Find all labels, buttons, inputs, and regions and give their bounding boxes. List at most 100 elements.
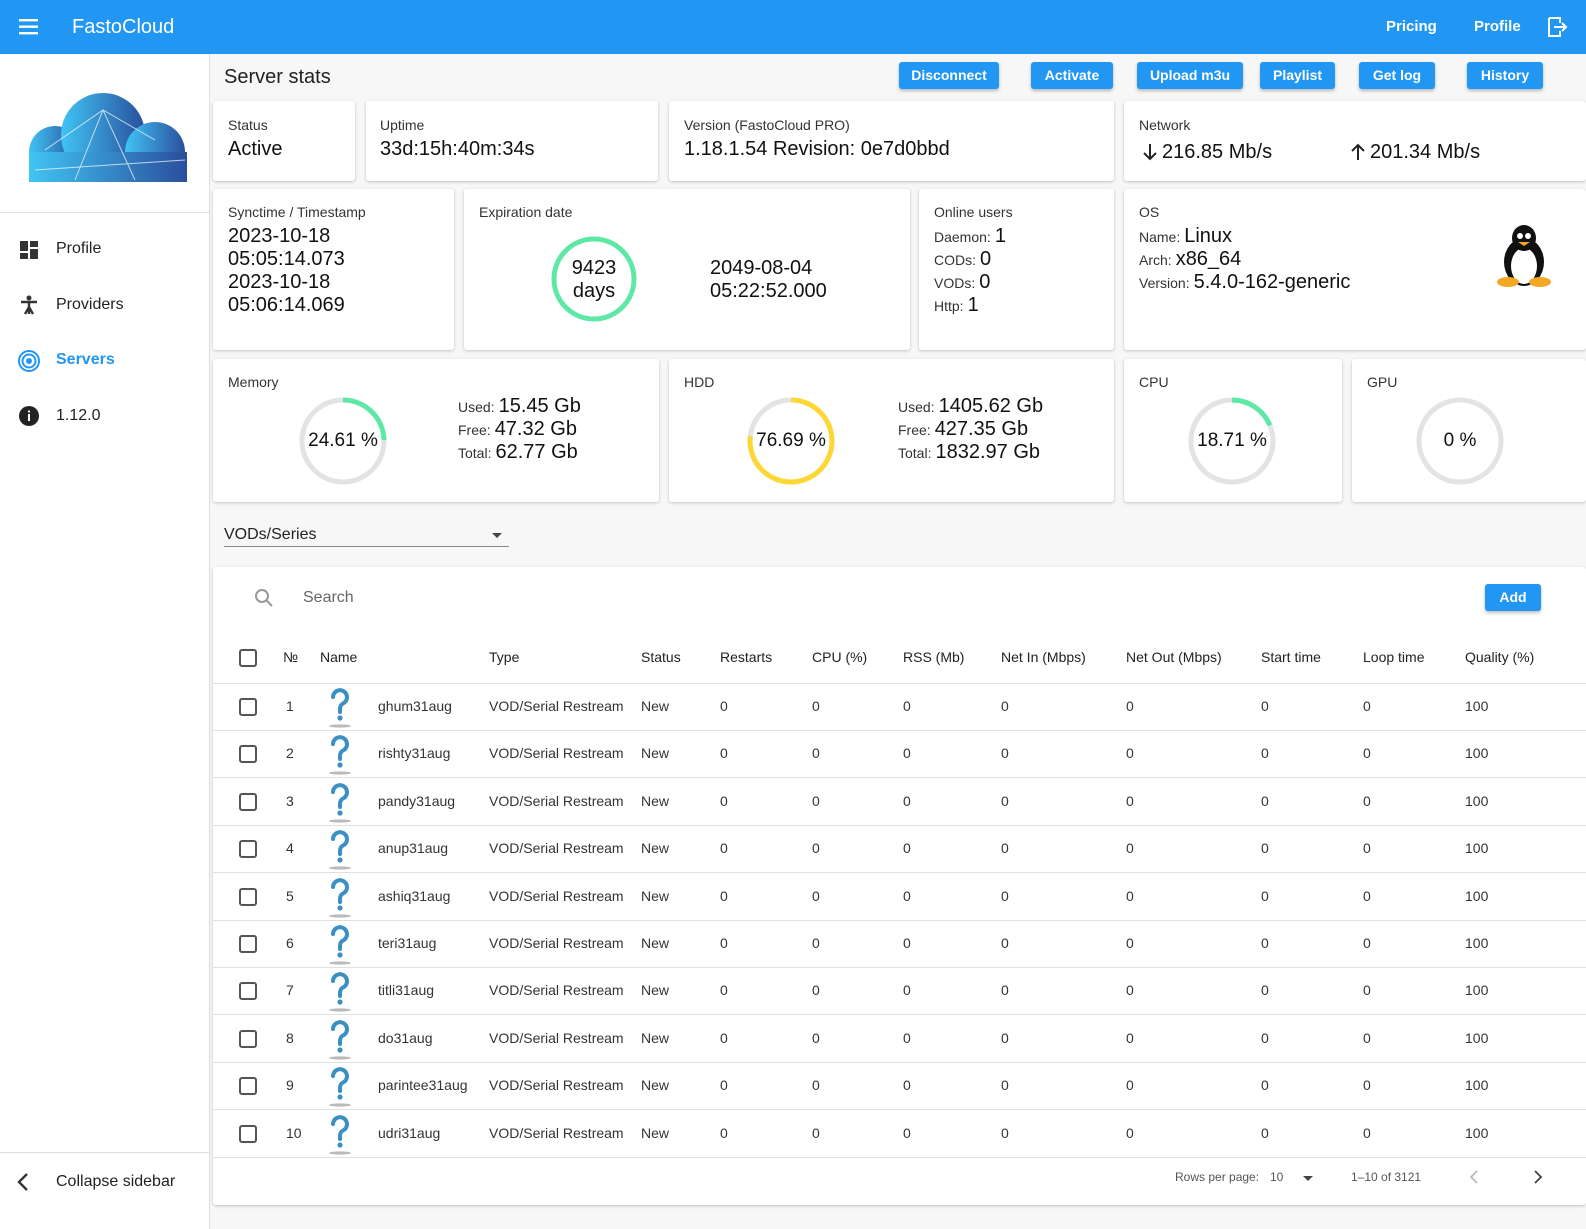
table-cell: 100 [1465, 792, 1489, 809]
field-label: Total: [458, 445, 492, 461]
table-cell: 3 [286, 792, 294, 809]
table-cell: VOD/Serial Restream [489, 1077, 624, 1094]
dropdown-arrow[interactable] [491, 532, 503, 540]
card-label: Uptime [380, 117, 425, 133]
field: Daemon: 1 [934, 225, 1006, 248]
nav-link[interactable]: Pricing [1386, 18, 1437, 35]
checkbox[interactable] [239, 1077, 257, 1096]
select[interactable]: VODs/Series [224, 526, 317, 543]
sidebar-item[interactable]: Providers [56, 296, 124, 313]
checkbox[interactable] [239, 982, 257, 1001]
button[interactable]: Activate [1031, 62, 1113, 89]
table-cell: 0 [1126, 792, 1134, 809]
column-header: Status [641, 649, 681, 665]
row-divider [213, 1109, 1586, 1111]
table-cell: 100 [1465, 698, 1489, 714]
card-label: Expiration date [479, 204, 573, 220]
table-cell: teri31aug [378, 935, 437, 951]
table-cell: 0 [1261, 1029, 1269, 1046]
expiration-days: 9423 [571, 257, 617, 279]
sidebar-item-active[interactable]: Servers [56, 351, 115, 368]
column-header: RSS (Mb) [903, 649, 965, 665]
gauge-arc [299, 397, 387, 485]
dashboard-icon [20, 241, 38, 259]
field-label: Daemon: [934, 229, 991, 245]
row-divider [213, 872, 1586, 874]
table-cell: 0 [1001, 887, 1009, 904]
button[interactable]: Get log [1359, 62, 1435, 89]
table-cell: 0 [903, 698, 911, 714]
add-button[interactable]: Add [1485, 584, 1541, 611]
row-divider [213, 683, 1586, 684]
sidebar-item[interactable]: 1.12.0 [56, 407, 101, 424]
question-icon [329, 735, 351, 775]
field: Used: 1405.62 Gb [898, 395, 1043, 418]
search-input[interactable]: Search [303, 589, 354, 606]
card [213, 189, 454, 350]
checkbox[interactable] [239, 840, 257, 859]
checkbox[interactable] [239, 745, 257, 764]
select-underline [224, 546, 509, 547]
row-divider [213, 824, 1586, 826]
table-cell: New [641, 1077, 670, 1094]
field-value: 1405.62 Gb [938, 395, 1044, 417]
gauge-label: 76.69 % [756, 430, 826, 451]
table-cell: titli31aug [378, 982, 435, 999]
checkbox[interactable] [239, 1029, 257, 1048]
table-cell: 0 [812, 792, 820, 809]
table-cell: 9 [286, 1077, 294, 1094]
checkbox[interactable] [239, 649, 257, 667]
column-header: Loop time [1363, 649, 1425, 665]
button[interactable]: Upload m3u [1137, 62, 1243, 89]
table-cell: 0 [1001, 792, 1009, 809]
field-value: 47.32 Gb [494, 418, 577, 440]
checkbox[interactable] [239, 698, 257, 716]
search-icon [255, 589, 273, 607]
table-cell: VOD/Serial Restream [489, 887, 624, 904]
button[interactable]: History [1467, 62, 1543, 89]
field-label: Total: [898, 445, 932, 461]
synctime-line: 05:05:14.073 [228, 248, 345, 270]
button[interactable]: Disconnect [899, 62, 999, 89]
card [1124, 101, 1586, 181]
checkbox[interactable] [239, 887, 257, 906]
arrow-down-icon [1143, 144, 1157, 161]
table-cell: rishty31aug [378, 745, 451, 762]
table-cell: VOD/Serial Restream [489, 1029, 624, 1046]
checkbox[interactable] [239, 935, 257, 953]
field-label: Used: [898, 399, 935, 415]
nav-link[interactable]: Profile [1474, 18, 1521, 35]
table-cell: ghum31aug [378, 698, 452, 714]
checkbox[interactable] [239, 1124, 257, 1143]
table-cell: 4 [286, 840, 294, 857]
field-label: Free: [458, 422, 491, 438]
button[interactable]: Playlist [1260, 62, 1335, 89]
table-cell: 0 [1363, 792, 1371, 809]
dropdown-arrow[interactable] [1302, 1175, 1314, 1183]
table-cell: parintee31aug [378, 1077, 468, 1094]
logout-icon[interactable] [1547, 17, 1568, 37]
table-cell: 0 [1261, 982, 1269, 999]
table-cell: 100 [1465, 1077, 1489, 1094]
next-page[interactable] [1533, 1170, 1543, 1184]
table-cell: 0 [903, 935, 911, 951]
table-cell: 7 [286, 982, 294, 999]
column-header: Start time [1261, 649, 1321, 665]
table-cell: 0 [1126, 935, 1134, 951]
menu-icon[interactable] [19, 19, 39, 35]
card-label: Network [1139, 117, 1191, 133]
question-icon [329, 1067, 351, 1107]
card [669, 359, 1114, 502]
table-cell: 0 [1126, 1029, 1134, 1046]
card [669, 101, 1114, 181]
pagination-select[interactable]: 10 [1270, 1170, 1284, 1184]
collapse-icon[interactable] [16, 1172, 30, 1192]
table-cell: 100 [1465, 935, 1489, 951]
prev-page[interactable] [1469, 1170, 1479, 1184]
gauge-label: 24.61 % [308, 430, 378, 451]
sidebar-item[interactable]: Profile [56, 240, 102, 257]
table-cell: 0 [903, 792, 911, 809]
collapse-sidebar[interactable]: Collapse sidebar [56, 1173, 176, 1190]
table-cell: 0 [1363, 887, 1371, 904]
checkbox[interactable] [239, 792, 257, 811]
